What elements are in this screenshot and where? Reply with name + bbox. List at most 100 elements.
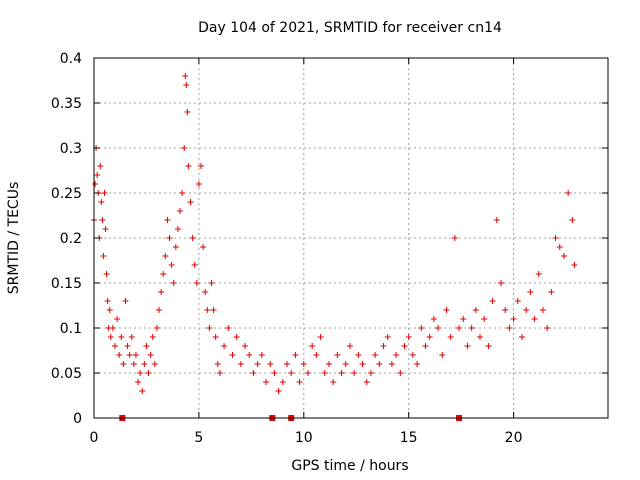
- data-point: [502, 307, 509, 313]
- data-point: [271, 370, 278, 376]
- data-point: [384, 334, 391, 340]
- data-point: [164, 217, 171, 223]
- x-axis-label: GPS time / hours: [291, 458, 408, 474]
- data-point: [493, 217, 500, 223]
- data-point: [409, 352, 416, 358]
- x-tick-label: 20: [505, 430, 523, 446]
- data-point: [237, 361, 244, 367]
- y-tick-label: 0.3: [60, 141, 82, 157]
- data-point: [168, 262, 175, 268]
- data-point: [145, 370, 152, 376]
- data-point: [430, 316, 437, 322]
- data-point: [300, 361, 307, 367]
- data-point: [393, 352, 400, 358]
- data-point: [309, 343, 316, 349]
- data-point: [367, 370, 374, 376]
- x-tick-label: 10: [295, 430, 313, 446]
- data-point: [97, 163, 104, 169]
- data-point: [189, 235, 196, 241]
- data-point: [451, 235, 458, 241]
- data-point: [275, 388, 282, 394]
- data-point: [447, 334, 454, 340]
- data-points: [91, 73, 578, 394]
- data-point: [313, 352, 320, 358]
- data-point: [229, 352, 236, 358]
- data-point: [170, 280, 177, 286]
- x-tick-labels: 0 5 10 15 20: [90, 430, 523, 446]
- data-point: [565, 190, 572, 196]
- data-point: [102, 226, 109, 232]
- data-point: [202, 289, 209, 295]
- data-point: [267, 361, 274, 367]
- data-point: [435, 325, 442, 331]
- x-tick-label: 0: [90, 430, 99, 446]
- data-point: [147, 352, 154, 358]
- y-tick-label: 0.1: [60, 321, 82, 337]
- data-point: [510, 316, 517, 322]
- data-point: [197, 163, 204, 169]
- data-point: [116, 352, 123, 358]
- data-point: [548, 289, 555, 295]
- data-point: [111, 343, 118, 349]
- data-point: [489, 298, 496, 304]
- data-point: [92, 181, 99, 187]
- y-tick-label: 0.05: [51, 366, 82, 382]
- data-point: [166, 235, 173, 241]
- data-point: [107, 334, 114, 340]
- data-point: [124, 343, 131, 349]
- data-point: [132, 352, 139, 358]
- data-point: [250, 370, 257, 376]
- data-point: [351, 370, 358, 376]
- data-point: [204, 307, 211, 313]
- data-point: [187, 199, 194, 205]
- data-point: [149, 334, 156, 340]
- data-point: [342, 361, 349, 367]
- data-point: [233, 334, 240, 340]
- data-point: [414, 361, 421, 367]
- data-point: [162, 253, 169, 259]
- data-point: [418, 325, 425, 331]
- data-point: [426, 334, 433, 340]
- y-tick-labels: 0 0.05 0.1 0.15 0.2 0.25 0.3 0.35 0.4: [51, 51, 82, 427]
- data-point: [544, 325, 551, 331]
- data-point: [94, 172, 101, 178]
- data-point: [363, 379, 370, 385]
- data-point: [141, 361, 148, 367]
- data-point: [122, 298, 129, 304]
- data-point: [143, 343, 150, 349]
- data-point: [183, 82, 190, 88]
- data-point: [468, 325, 475, 331]
- data-point: [481, 316, 488, 322]
- data-point: [464, 343, 471, 349]
- x-tick-label: 5: [194, 430, 203, 446]
- data-point: [101, 190, 108, 196]
- data-point: [221, 343, 228, 349]
- data-point: [569, 217, 576, 223]
- data-point: [531, 316, 538, 322]
- data-point: [405, 334, 412, 340]
- data-point: [191, 262, 198, 268]
- data-point: [181, 145, 188, 151]
- data-point: [388, 361, 395, 367]
- data-point: [135, 379, 142, 385]
- data-point: [552, 235, 559, 241]
- data-point: [246, 352, 253, 358]
- data-point: [506, 325, 513, 331]
- data-point: [200, 244, 207, 250]
- data-point: [137, 370, 144, 376]
- axis-ticks: [93, 57, 608, 419]
- data-point: [422, 343, 429, 349]
- data-point: [325, 361, 332, 367]
- data-point: [216, 370, 223, 376]
- data-point: [174, 226, 181, 232]
- data-point: [376, 361, 383, 367]
- data-point: [98, 199, 105, 205]
- data-point: [472, 307, 479, 313]
- data-point: [151, 361, 158, 367]
- data-point: [456, 325, 463, 331]
- data-point: [126, 352, 133, 358]
- y-axis-label: SRMTID / TECUs: [6, 182, 22, 295]
- data-point: [128, 334, 135, 340]
- data-point: [527, 289, 534, 295]
- data-point: [210, 307, 217, 313]
